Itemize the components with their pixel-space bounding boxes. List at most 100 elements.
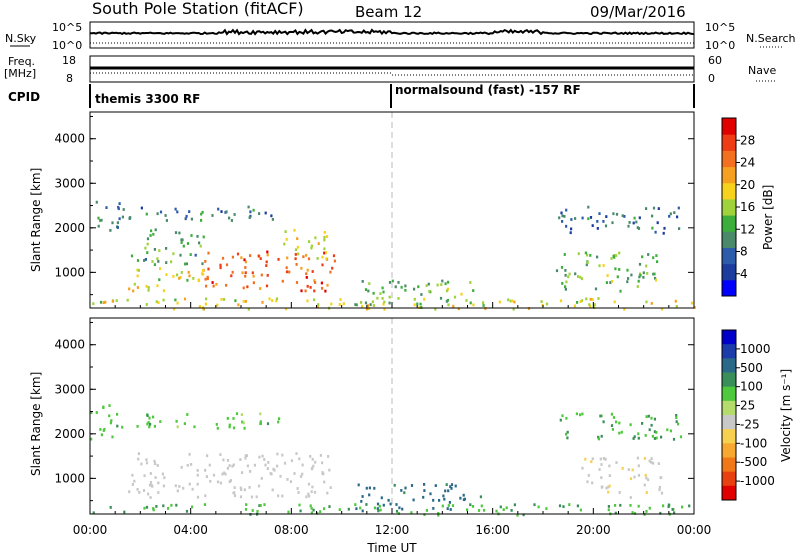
- data-cell: [413, 287, 416, 291]
- data-cell: [609, 281, 612, 284]
- data-cell: [615, 420, 618, 424]
- data-cell: [605, 215, 608, 218]
- data-cell: [294, 257, 297, 261]
- data-cell: [236, 252, 240, 256]
- data-cell: [263, 458, 266, 461]
- data-cell: [204, 494, 207, 498]
- data-cell: [151, 260, 154, 263]
- nsky-strip-frame: [89, 21, 695, 49]
- data-cell: [434, 307, 437, 311]
- data-cell: [116, 221, 119, 225]
- data-cell: [584, 251, 587, 255]
- data-cell: [252, 208, 255, 212]
- data-cell: [245, 454, 248, 457]
- data-cell: [653, 437, 656, 440]
- data-cell: [128, 217, 131, 220]
- data-cell: [92, 302, 95, 306]
- data-cell: [382, 302, 385, 306]
- data-cell: [648, 459, 651, 463]
- data-cell: [186, 278, 189, 282]
- data-cell: [511, 299, 514, 303]
- data-cell: [249, 254, 252, 257]
- y-tick-label: 3000: [54, 382, 85, 396]
- data-cell: [152, 415, 155, 419]
- data-cell: [591, 298, 594, 301]
- data-cell: [573, 304, 576, 308]
- data-cell: [221, 472, 224, 476]
- data-cell: [212, 284, 215, 288]
- data-cell: [188, 210, 191, 213]
- data-cell: [561, 414, 564, 418]
- data-cell: [187, 270, 190, 274]
- data-cell: [606, 274, 609, 277]
- data-cell: [587, 205, 590, 209]
- data-cell: [650, 416, 653, 420]
- data-cell: [513, 503, 516, 507]
- data-cell: [395, 509, 399, 513]
- data-cell: [243, 258, 246, 262]
- data-cell: [608, 464, 611, 468]
- data-cell: [182, 244, 185, 248]
- data-cell: [401, 507, 404, 511]
- data-cell: [268, 297, 271, 301]
- data-cell: [674, 299, 677, 303]
- data-cell: [123, 510, 126, 514]
- data-cell: [154, 476, 157, 479]
- data-cell: [432, 507, 435, 510]
- data-cell: [176, 425, 179, 429]
- data-cell: [676, 215, 679, 219]
- data-cell: [586, 480, 589, 484]
- data-cell: [197, 278, 200, 282]
- data-cell: [581, 216, 584, 220]
- data-cell: [469, 503, 472, 507]
- data-cell: [631, 468, 634, 472]
- data-cell: [619, 503, 622, 507]
- data-cell: [457, 307, 460, 311]
- data-cell: [163, 476, 166, 480]
- nsearch-tick-top: 10^5: [705, 21, 735, 34]
- data-cell: [285, 270, 289, 274]
- data-cell: [146, 422, 149, 426]
- data-cell: [378, 504, 381, 508]
- data-cell: [249, 470, 252, 473]
- data-cell: [279, 474, 282, 478]
- data-cell: [247, 307, 250, 311]
- colorbar-swatch: [722, 358, 736, 373]
- colorbar-tick-label: -500: [740, 455, 767, 469]
- station-title: South Pole Station (fitACF): [92, 0, 304, 18]
- data-cell: [116, 424, 119, 428]
- data-cell: [637, 279, 640, 283]
- data-cell: [116, 412, 119, 416]
- data-cell: [368, 493, 371, 497]
- data-cell: [368, 282, 371, 285]
- data-cell: [602, 264, 605, 267]
- data-cell: [403, 491, 406, 495]
- data-cell: [281, 494, 284, 498]
- data-cell: [610, 424, 614, 427]
- data-cell: [637, 432, 640, 436]
- data-cell: [586, 253, 589, 257]
- colorbar-swatch: [722, 400, 736, 416]
- x-tick-label: 08:00: [274, 523, 309, 537]
- data-cell: [326, 283, 329, 287]
- data-cell: [157, 491, 160, 494]
- data-cell: [170, 260, 173, 264]
- data-cell: [196, 469, 199, 472]
- data-cell: [109, 421, 112, 425]
- data-cell: [477, 509, 481, 512]
- data-cell: [655, 254, 658, 257]
- data-cell: [668, 214, 671, 218]
- data-cell: [271, 488, 274, 492]
- data-cell: [662, 504, 665, 508]
- data-cell: [605, 281, 608, 284]
- data-cell: [566, 430, 569, 434]
- data-cell: [252, 281, 255, 285]
- data-cell: [233, 491, 236, 495]
- data-cell: [319, 454, 322, 457]
- data-cell: [243, 488, 246, 492]
- data-cell: [143, 506, 146, 510]
- data-cell: [304, 289, 307, 293]
- data-cell: [382, 290, 385, 294]
- data-cell: [240, 413, 243, 416]
- data-cell: [225, 210, 228, 214]
